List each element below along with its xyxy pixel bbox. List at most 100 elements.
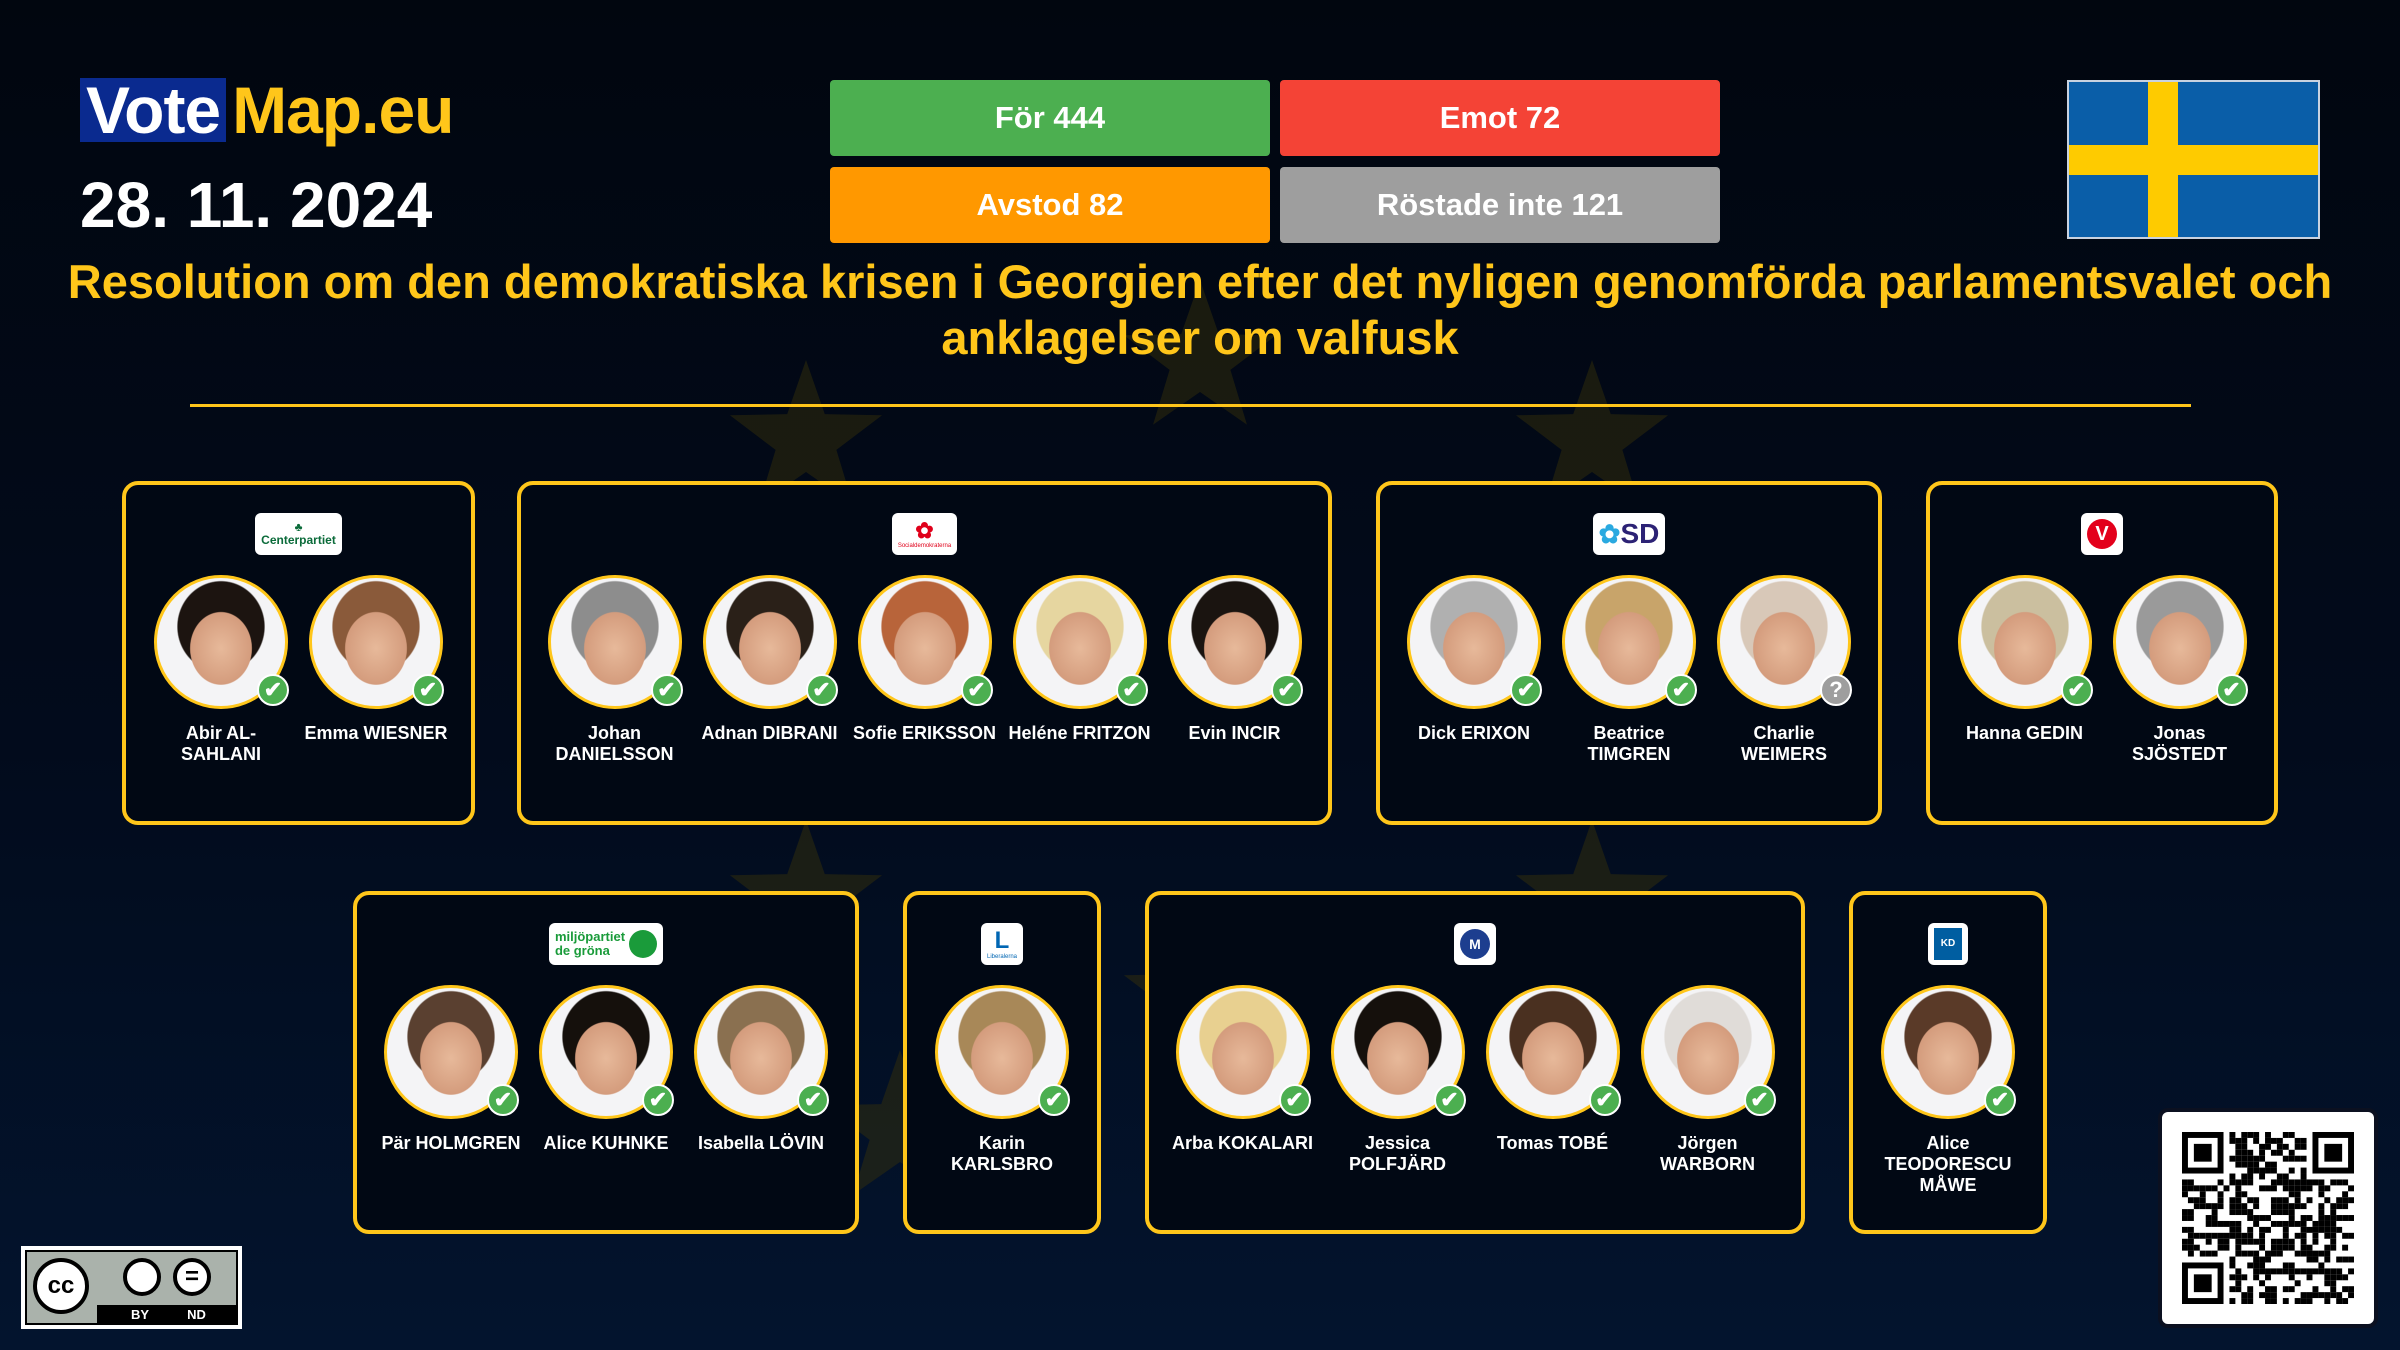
- party-group-5: miljöpartiet de gröna ✔ Pär HOLMGREN ✔ Alice …: [353, 891, 859, 1234]
- check-icon: ✔: [1278, 1084, 1311, 1116]
- member-photo: ✔: [1562, 575, 1697, 709]
- votes-not-voted: Röstade inte 121: [1280, 167, 1720, 243]
- check-icon: ✔: [1588, 1084, 1621, 1116]
- check-icon: ✔: [1510, 674, 1542, 706]
- attribution-icon: [123, 1258, 161, 1296]
- member-card[interactable]: ✔ Pär HOLMGREN: [374, 985, 529, 1154]
- check-icon: ✔: [1665, 674, 1697, 706]
- check-icon: ✔: [650, 674, 683, 706]
- member-photo: ✔: [1012, 575, 1148, 709]
- member-name: Adnan DIBRANI: [701, 723, 838, 743]
- party-logo-icon: KD: [1928, 923, 1968, 965]
- member-name: Karin KARLSBRO: [951, 1133, 1053, 1174]
- party-group-6: L Liberalerna ✔ Karin KARLSBRO: [903, 891, 1101, 1234]
- party-group-3: ✿ SD ✔ Dick ERIXON ✔ Beatrice TIMGREN? Charlie…: [1376, 481, 1882, 825]
- member-name: Heléne FRITZON: [1008, 723, 1151, 743]
- member-card[interactable]: ✔ Adnan DIBRANI: [692, 575, 847, 765]
- party-group-1: ♣ Centerpartiet ✔ Abir AL-SAHLANI ✔ Emma WIES…: [122, 481, 475, 825]
- check-icon: ✔: [2215, 674, 2248, 706]
- check-icon: ✔: [1743, 1084, 1776, 1116]
- party-group-7: M ✔ Arba KOKALARI ✔ Jessica POLFJÄRD ✔ Tomas T…: [1145, 891, 1805, 1234]
- member-photo: ✔: [309, 575, 444, 709]
- member-card[interactable]: ✔ Isabella LÖVIN: [684, 985, 839, 1154]
- member-photo: ✔: [2112, 575, 2248, 709]
- member-photo: ?: [1717, 575, 1852, 709]
- member-card[interactable]: ✔ Jonas SJÖSTEDT: [2102, 575, 2257, 765]
- member-name: Tomas TOBÉ: [1496, 1133, 1609, 1153]
- member-card[interactable]: ✔ Beatrice TIMGREN: [1552, 575, 1707, 765]
- party-logo-icon: ✿ Socialdemokraterna: [891, 513, 958, 555]
- member-card[interactable]: ✔ Emma WIESNER: [299, 575, 454, 765]
- party-logo-icon: ♣ Centerpartiet: [255, 513, 342, 555]
- question-icon: ?: [1820, 674, 1852, 706]
- member-name: Isabella LÖVIN: [697, 1133, 825, 1153]
- votes-abstain: Avstod 82: [830, 167, 1270, 243]
- member-card[interactable]: ✔ Tomas TOBÉ: [1475, 985, 1630, 1175]
- member-card[interactable]: ✔ Karin KARLSBRO: [925, 985, 1080, 1175]
- member-card[interactable]: ✔ Arba KOKALARI: [1165, 985, 1320, 1175]
- party-group-2: ✿ Socialdemokraterna ✔ Johan DANIELSSON ✔ Adn…: [517, 481, 1332, 825]
- check-icon: ✔: [487, 1084, 519, 1116]
- member-list: ✔ Arba KOKALARI ✔ Jessica POLFJÄRD ✔ Tomas TO…: [1165, 985, 1785, 1175]
- member-name: Charlie WEIMERS: [1740, 723, 1827, 764]
- member-card[interactable]: ✔ Evin INCIR: [1157, 575, 1312, 765]
- member-card[interactable]: ✔ Sofie ERIKSSON: [847, 575, 1002, 765]
- member-photo: ✔: [694, 985, 829, 1119]
- member-list: ✔ Karin KARLSBRO: [925, 985, 1080, 1175]
- member-name: Alice TEODORESCU MÅWE: [1884, 1133, 2012, 1195]
- sweden-flag-icon: [2067, 80, 2320, 239]
- party-logo-icon: M: [1454, 923, 1496, 965]
- vote-date: 28. 11. 2024: [80, 169, 433, 241]
- divider: [190, 404, 2191, 407]
- check-icon: ✔: [1984, 1084, 2016, 1116]
- member-name: Evin INCIR: [1188, 723, 1281, 743]
- member-card[interactable]: ✔ Heléne FRITZON: [1002, 575, 1157, 765]
- member-photo: ✔: [1881, 985, 2016, 1119]
- member-list: ✔ Pär HOLMGREN ✔ Alice KUHNKE ✔ Isabella LÖVI…: [374, 985, 839, 1154]
- party-logo-icon: miljöpartiet de gröna: [548, 923, 664, 965]
- resolution-title: Resolution om den demokratiska krisen i …: [67, 255, 2333, 364]
- member-card[interactable]: ? Charlie WEIMERS: [1707, 575, 1862, 765]
- member-name: Beatrice TIMGREN: [1587, 723, 1671, 764]
- check-icon: ✔: [2060, 674, 2093, 706]
- member-card[interactable]: ✔ Jörgen WARBORN: [1630, 985, 1785, 1175]
- member-card[interactable]: ✔ Jessica POLFJÄRD: [1320, 985, 1475, 1175]
- qr-code[interactable]: [2158, 1108, 2378, 1328]
- member-name: Alice KUHNKE: [543, 1133, 669, 1153]
- member-card[interactable]: ✔ Abir AL-SAHLANI: [144, 575, 299, 765]
- party-name: Socialdemokraterna: [897, 542, 952, 549]
- member-photo: ✔: [1330, 985, 1466, 1119]
- member-name: Pär HOLMGREN: [381, 1133, 521, 1153]
- member-card[interactable]: ✔ Johan DANIELSSON: [537, 575, 692, 765]
- member-list: ✔ Alice TEODORESCU MÅWE: [1871, 985, 2026, 1196]
- member-name: Jessica POLFJÄRD: [1348, 1133, 1446, 1174]
- member-list: ✔ Hanna GEDIN ✔ Jonas SJÖSTEDT: [1947, 575, 2257, 765]
- party-group-4: V ✔ Hanna GEDIN ✔ Jonas SJÖSTEDT: [1926, 481, 2278, 825]
- member-list: ✔ Abir AL-SAHLANI ✔ Emma WIESNER: [144, 575, 454, 765]
- member-list: ✔ Johan DANIELSSON ✔ Adnan DIBRANI ✔ Sofie ER…: [537, 575, 1312, 765]
- member-name: Hanna GEDIN: [1965, 723, 2084, 743]
- member-card[interactable]: ✔ Alice TEODORESCU MÅWE: [1871, 985, 2026, 1196]
- check-icon: ✔: [1115, 674, 1148, 706]
- votemap-logo[interactable]: Vote Map.eu: [80, 73, 454, 147]
- check-icon: ✔: [805, 674, 838, 706]
- member-card[interactable]: ✔ Hanna GEDIN: [1947, 575, 2102, 765]
- member-photo: ✔: [547, 575, 683, 709]
- member-list: ✔ Dick ERIXON ✔ Beatrice TIMGREN? Charlie WE…: [1397, 575, 1862, 765]
- party-logo-icon: L Liberalerna: [980, 923, 1024, 965]
- votes-for: För 444: [830, 80, 1270, 156]
- party-name: Liberalerna: [986, 953, 1018, 960]
- member-name: Emma WIESNER: [304, 723, 448, 743]
- party-group-8: KD ✔ Alice TEODORESCU MÅWE: [1849, 891, 2047, 1234]
- member-card[interactable]: ✔ Dick ERIXON: [1397, 575, 1552, 765]
- member-photo: ✔: [935, 985, 1070, 1119]
- member-name: Jörgen WARBORN: [1660, 1133, 1755, 1174]
- member-photo: ✔: [1167, 575, 1303, 709]
- cc-icon: cc: [33, 1258, 89, 1314]
- member-name: Arba KOKALARI: [1171, 1133, 1313, 1153]
- member-photo: ✔: [384, 985, 519, 1119]
- member-photo: ✔: [702, 575, 838, 709]
- check-icon: ✔: [797, 1084, 829, 1116]
- member-card[interactable]: ✔ Alice KUHNKE: [529, 985, 684, 1154]
- cc-by-nd-license-badge[interactable]: cc = BY ND: [21, 1246, 242, 1329]
